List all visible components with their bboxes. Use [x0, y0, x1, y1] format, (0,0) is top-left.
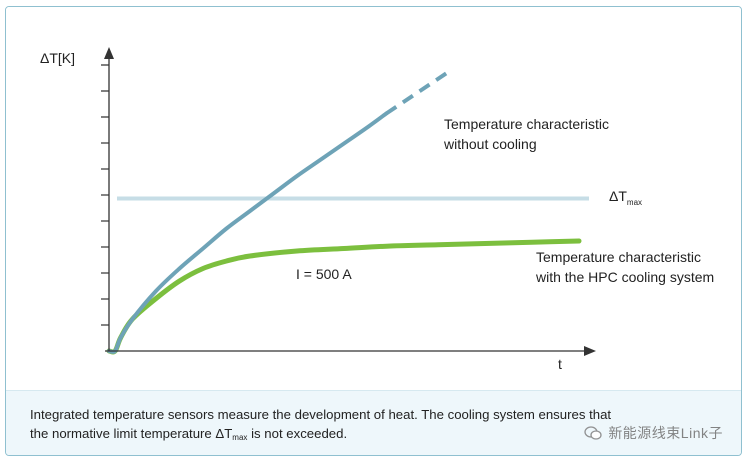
wechat-icon	[584, 426, 602, 440]
threshold-label-sub: max	[627, 198, 642, 207]
watermark: 新能源线束Link子	[584, 423, 723, 443]
watermark-text: 新能源线束Link子	[608, 425, 723, 441]
temperature-chart: ΔT[K] t I = 500 A Temperature characteri…	[40, 47, 714, 372]
caption-part3: is not exceeded.	[247, 426, 348, 441]
figure-frame: ΔT[K] t I = 500 A Temperature characteri…	[5, 6, 742, 456]
legend-without-cooling-line2: without cooling	[443, 136, 537, 152]
caption-subscript: max	[232, 433, 248, 442]
caption-part2: the normative limit temperature ΔT	[30, 426, 233, 441]
y-axis-label: ΔT[K]	[40, 50, 75, 66]
series-line-hpc-cooling	[106, 238, 582, 355]
legend-without-cooling-line1: Temperature characteristic	[444, 116, 609, 132]
caption-band: Integrated temperature sensors measure t…	[6, 390, 741, 455]
threshold-label-main: ΔT	[609, 188, 627, 204]
caption-part1: Integrated temperature sensors measure t…	[30, 407, 612, 422]
plot-area: ΔT[K] t I = 500 A Temperature characteri…	[6, 7, 741, 390]
y-axis-arrow	[104, 47, 114, 59]
axes	[101, 47, 596, 356]
threshold-label: ΔTmax	[609, 188, 642, 207]
legend-hpc-cooling-line2: with the HPC cooling system	[535, 269, 714, 285]
current-annotation: I = 500 A	[296, 266, 352, 282]
legend-hpc-cooling-line1: Temperature characteristic	[536, 249, 701, 265]
x-axis-arrow	[584, 346, 596, 356]
figure-caption: Integrated temperature sensors measure t…	[30, 405, 720, 447]
x-axis-label: t	[558, 356, 562, 372]
series-line-without-cooling	[107, 111, 389, 354]
series-line-without-cooling-extrapolated	[385, 69, 451, 116]
